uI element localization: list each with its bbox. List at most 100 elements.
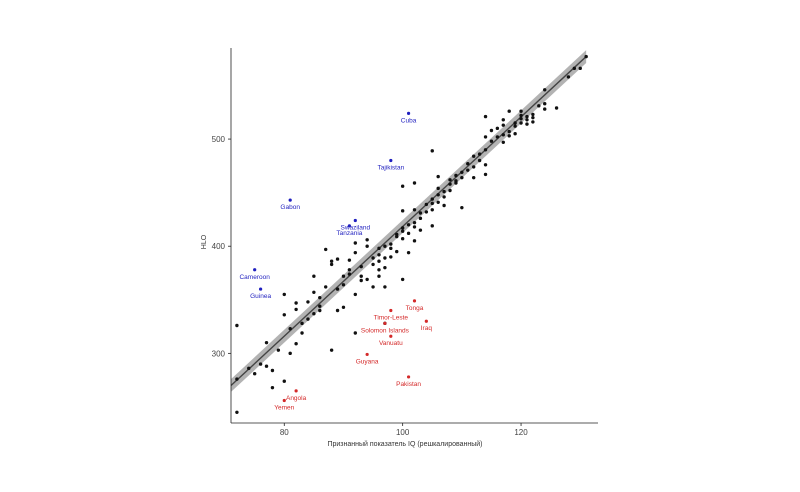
data-point bbox=[235, 323, 239, 328]
data-point bbox=[306, 317, 310, 321]
point-label: Pakistan bbox=[396, 381, 421, 388]
data-point bbox=[513, 121, 517, 125]
data-point bbox=[454, 181, 458, 185]
data-point bbox=[341, 274, 346, 278]
data-point bbox=[318, 295, 322, 300]
data-point bbox=[412, 225, 417, 229]
data-point bbox=[430, 197, 434, 201]
highlighted-point bbox=[383, 321, 387, 325]
data-point bbox=[324, 247, 328, 252]
data-point bbox=[400, 226, 405, 230]
data-point bbox=[466, 162, 470, 166]
highlighted-point bbox=[406, 375, 411, 379]
data-point bbox=[359, 264, 363, 269]
highlighted-point bbox=[253, 268, 257, 272]
data-point bbox=[371, 256, 375, 260]
data-point bbox=[300, 331, 304, 335]
data-point bbox=[418, 211, 423, 215]
data-point bbox=[377, 253, 381, 257]
data-point bbox=[406, 231, 411, 236]
point-label: Yemen bbox=[274, 405, 294, 412]
data-point bbox=[501, 133, 505, 137]
data-point bbox=[312, 274, 316, 278]
data-point bbox=[430, 224, 434, 228]
data-point bbox=[531, 112, 535, 117]
data-points bbox=[235, 54, 588, 414]
highlighted-point bbox=[424, 319, 428, 323]
data-point bbox=[442, 195, 446, 199]
point-label: Angola bbox=[286, 395, 307, 402]
data-point bbox=[483, 135, 488, 139]
data-point bbox=[519, 109, 523, 113]
data-point bbox=[424, 202, 429, 207]
data-point bbox=[543, 88, 547, 92]
data-point bbox=[389, 246, 393, 251]
data-point bbox=[400, 209, 405, 213]
data-point bbox=[389, 255, 393, 259]
data-point bbox=[501, 118, 505, 122]
data-point bbox=[507, 134, 511, 138]
data-point bbox=[247, 366, 251, 371]
data-point bbox=[412, 208, 417, 212]
data-point bbox=[471, 175, 476, 180]
x-tick-label: 100 bbox=[396, 428, 410, 437]
data-point bbox=[436, 186, 440, 191]
data-point bbox=[377, 246, 381, 251]
data-point bbox=[477, 152, 482, 156]
y-tick-label: 500 bbox=[212, 135, 226, 144]
point-label: Solomon Islands bbox=[361, 327, 410, 334]
data-point bbox=[347, 272, 352, 276]
data-point bbox=[252, 372, 257, 376]
data-point bbox=[359, 274, 363, 278]
x-tick-label: 120 bbox=[514, 428, 528, 437]
highlighted-point bbox=[353, 218, 357, 223]
data-point bbox=[258, 362, 263, 366]
data-point bbox=[543, 102, 547, 106]
highlighted-point bbox=[389, 334, 393, 338]
data-point bbox=[306, 300, 310, 304]
data-point bbox=[507, 129, 511, 134]
highlighted-point bbox=[347, 224, 351, 228]
data-point bbox=[276, 348, 281, 352]
data-point bbox=[412, 220, 417, 225]
data-point bbox=[519, 121, 523, 125]
data-point bbox=[525, 122, 529, 126]
data-point bbox=[543, 107, 547, 111]
data-point bbox=[312, 312, 316, 316]
data-point bbox=[436, 200, 440, 204]
point-label: Iraq bbox=[421, 325, 433, 332]
x-tick-label: 80 bbox=[280, 428, 289, 437]
y-tick-label: 400 bbox=[212, 242, 226, 251]
data-point bbox=[335, 257, 340, 261]
data-point bbox=[235, 377, 239, 381]
data-point bbox=[389, 242, 393, 246]
data-point bbox=[288, 327, 292, 331]
data-point bbox=[442, 189, 446, 194]
data-point bbox=[335, 308, 340, 313]
data-point bbox=[519, 117, 523, 121]
highlighted-point bbox=[406, 111, 411, 115]
data-point bbox=[436, 174, 440, 179]
highlighted-point bbox=[294, 389, 298, 393]
data-point bbox=[584, 54, 588, 59]
data-point bbox=[554, 106, 559, 110]
data-point bbox=[513, 132, 517, 136]
data-point bbox=[412, 181, 417, 185]
data-point bbox=[318, 308, 322, 313]
data-point bbox=[513, 124, 517, 128]
data-point bbox=[531, 115, 535, 120]
data-point bbox=[448, 178, 452, 182]
point-label: Timor-Leste bbox=[374, 315, 409, 322]
data-point bbox=[471, 165, 476, 169]
data-point bbox=[495, 135, 500, 139]
data-point bbox=[466, 168, 470, 172]
x-axis-label: Признанный показатель IQ (решкалированны… bbox=[327, 440, 482, 448]
data-point bbox=[572, 66, 577, 71]
data-point bbox=[483, 163, 488, 167]
data-point bbox=[377, 274, 381, 278]
point-label: Cuba bbox=[401, 117, 417, 124]
data-point bbox=[418, 216, 423, 221]
data-point bbox=[400, 237, 405, 241]
